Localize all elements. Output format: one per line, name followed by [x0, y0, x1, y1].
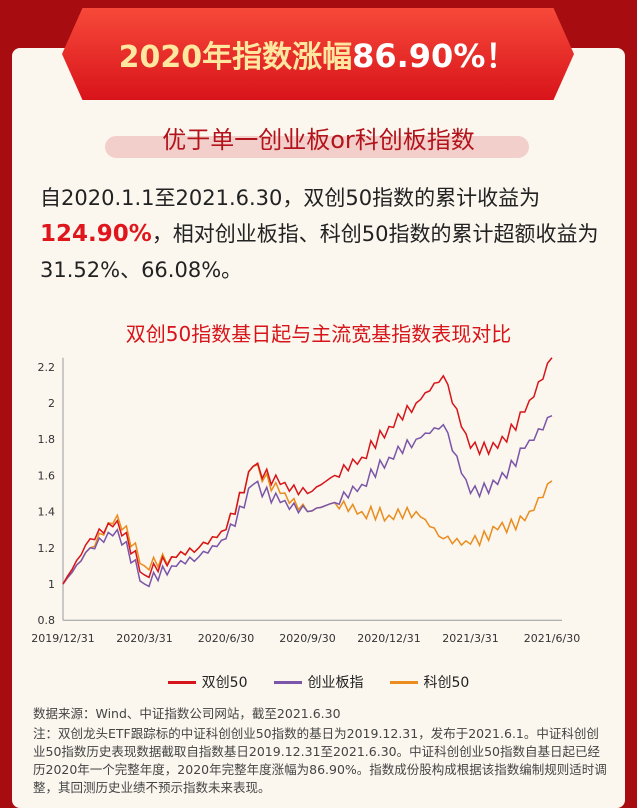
y-tick-label: 2.2: [38, 361, 56, 374]
y-tick-label: 1.6: [38, 469, 56, 482]
y-tick-label: 2: [48, 397, 55, 410]
x-tick-label: 2021/6/30: [524, 632, 580, 645]
data-source: 数据来源：Wind、中证指数公司网站，截至2021.6.30: [33, 706, 341, 721]
x-tick-label: 2020/12/31: [357, 632, 420, 645]
legend-label: 科创50: [423, 675, 470, 691]
series-line-创业板指: [62, 414, 553, 588]
content-card: [12, 48, 625, 808]
banner-value: 86.90%！: [352, 37, 518, 75]
legend-item: 科创50: [389, 672, 470, 692]
y-tick-label: 1.4: [38, 506, 56, 519]
x-tick-label: 2021/3/31: [442, 632, 498, 645]
y-tick-label: 0.8: [38, 614, 56, 627]
legend-item: 双创50: [167, 672, 248, 692]
series-line-双创50: [62, 357, 553, 585]
chart-title: 双创50指数基日起与主流宽基指数表现对比: [125, 322, 512, 346]
footnote: 注：双创龙头ETF跟踪标的中证科创创业50指数的基日为2019.12.31，发布…: [33, 726, 607, 795]
headline-banner: 2020年指数涨幅 86.90%！: [62, 8, 574, 100]
y-tick-label: 1: [48, 578, 55, 591]
legend-item: 创业板指: [273, 672, 364, 692]
legend-label: 创业板指: [307, 675, 364, 691]
x-tick-label: 2020/6/30: [198, 632, 254, 645]
x-tick-label: 2019/12/31: [31, 632, 94, 645]
summary-text: 自2020.1.1至2021.6.30，双创50指数的累计收益为 124.90%，…: [40, 180, 610, 288]
summary-highlight: 124.90%: [40, 221, 152, 247]
y-tick-label: 1.2: [38, 542, 56, 555]
legend-label: 双创50: [201, 675, 248, 691]
chart-legend: 双创50 创业板指 科创50: [0, 672, 637, 692]
line-chart: 0.8 1 1.2 1.4 1.6 1.8 2 2.2 2019/12/31 2020/3/31 2…: [31, 357, 580, 645]
x-tick-label: 2020/3/31: [116, 632, 172, 645]
subtitle: 优于单一创业板or科创板指数: [162, 126, 475, 154]
summary-part1: 自2020.1.1至2021.6.30，双创50指数的累计收益为: [40, 186, 541, 210]
banner-prefix: 2020年指数涨幅: [118, 40, 353, 75]
subtitle-highlight: [105, 136, 529, 158]
x-tick-label: 2020/9/30: [279, 632, 335, 645]
summary-part2: ，相对创业板指、科创50指数的累计超额收益为31.52%、66.08%。: [40, 222, 599, 282]
y-tick-label: 1.8: [38, 433, 56, 446]
